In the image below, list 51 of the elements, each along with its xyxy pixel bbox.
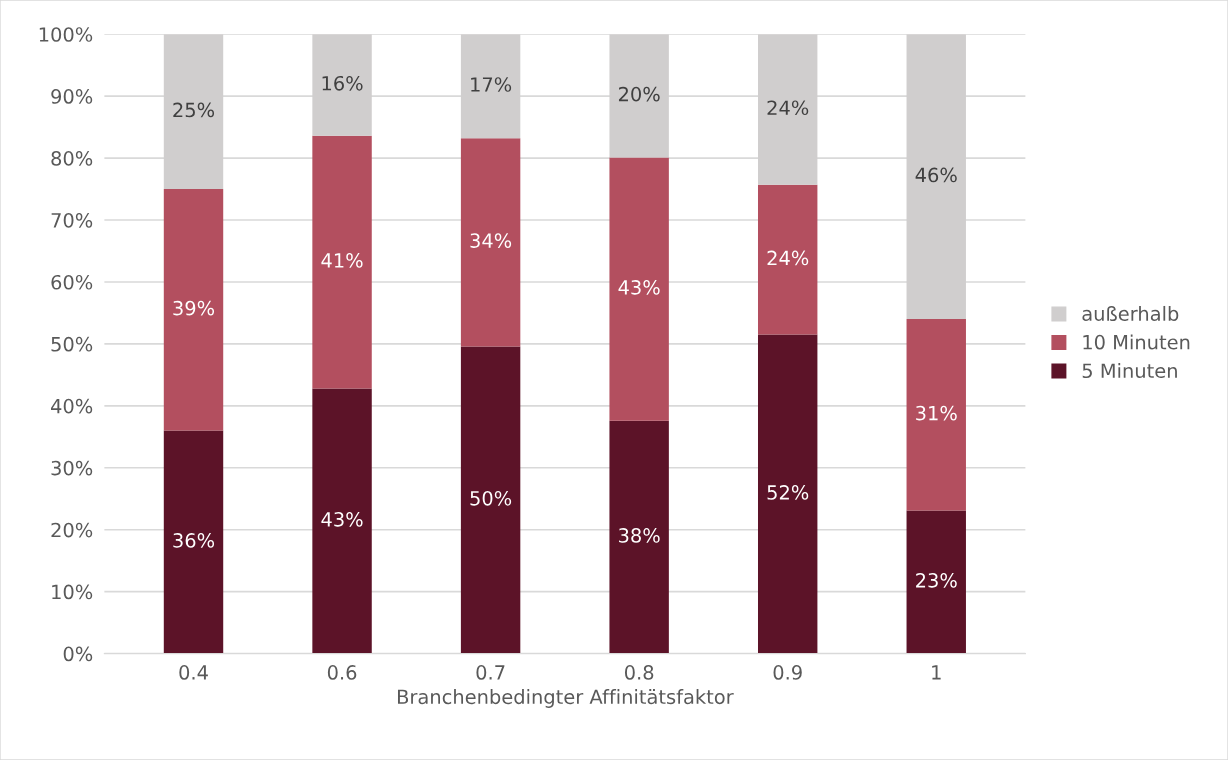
bar xyxy=(757,184,818,335)
data-label: 43% xyxy=(321,511,363,527)
y-tick-label: 70% xyxy=(51,212,93,228)
data-label: 31% xyxy=(916,405,957,421)
y-tick-label: 50% xyxy=(51,336,93,352)
data-label: 39% xyxy=(173,300,215,316)
bar xyxy=(906,319,966,511)
bar xyxy=(163,430,224,654)
y-tick-label: 90% xyxy=(51,89,93,104)
data-label: 24% xyxy=(767,250,809,266)
bar xyxy=(312,135,372,389)
legend-label: außerhalb xyxy=(1082,305,1179,321)
x-tick-label: 0.9 xyxy=(773,665,802,680)
bar xyxy=(757,334,818,654)
data-label: 41% xyxy=(321,253,363,268)
data-label: 36% xyxy=(173,533,215,548)
bar xyxy=(609,420,669,654)
x-axis-title: Branchenbedingter Affinitätsfaktor xyxy=(397,689,734,708)
x-tick-label: 0.4 xyxy=(179,665,208,680)
x-tick-label: 1 xyxy=(932,665,941,680)
x-tick-label: 0.6 xyxy=(327,665,357,680)
y-tick-label: 40% xyxy=(51,398,93,414)
data-label: 52% xyxy=(767,485,809,500)
bar xyxy=(460,346,521,654)
data-label: 16% xyxy=(322,75,363,91)
data-label: 24% xyxy=(767,100,809,116)
bar xyxy=(906,510,966,654)
bar xyxy=(163,189,224,431)
x-tick-label: 0.8 xyxy=(624,665,654,680)
data-label: 17% xyxy=(471,77,512,92)
y-tick-label: 80% xyxy=(51,151,93,166)
y-tick-label: 100% xyxy=(39,27,93,42)
data-label: 23% xyxy=(916,572,957,588)
bar xyxy=(609,157,669,421)
y-tick-label: 20% xyxy=(51,522,93,538)
legend-label: 10 Minuten xyxy=(1083,334,1190,350)
y-tick-label: 30% xyxy=(51,460,93,476)
data-label: 43% xyxy=(618,280,660,295)
data-label: 50% xyxy=(470,490,512,506)
data-label: 20% xyxy=(618,86,660,102)
y-tick-label: 60% xyxy=(51,274,93,290)
data-label: 34% xyxy=(470,233,512,248)
data-label: 25% xyxy=(173,102,215,118)
x-tick-label: 0.7 xyxy=(476,665,505,680)
y-tick-label: 10% xyxy=(52,584,93,600)
data-label: 46% xyxy=(915,167,957,183)
legend-label: 5 Minuten xyxy=(1082,363,1177,379)
bar xyxy=(312,388,372,654)
data-label: 38% xyxy=(619,528,660,543)
bar xyxy=(460,138,521,347)
y-tick-label: 0% xyxy=(63,646,93,662)
